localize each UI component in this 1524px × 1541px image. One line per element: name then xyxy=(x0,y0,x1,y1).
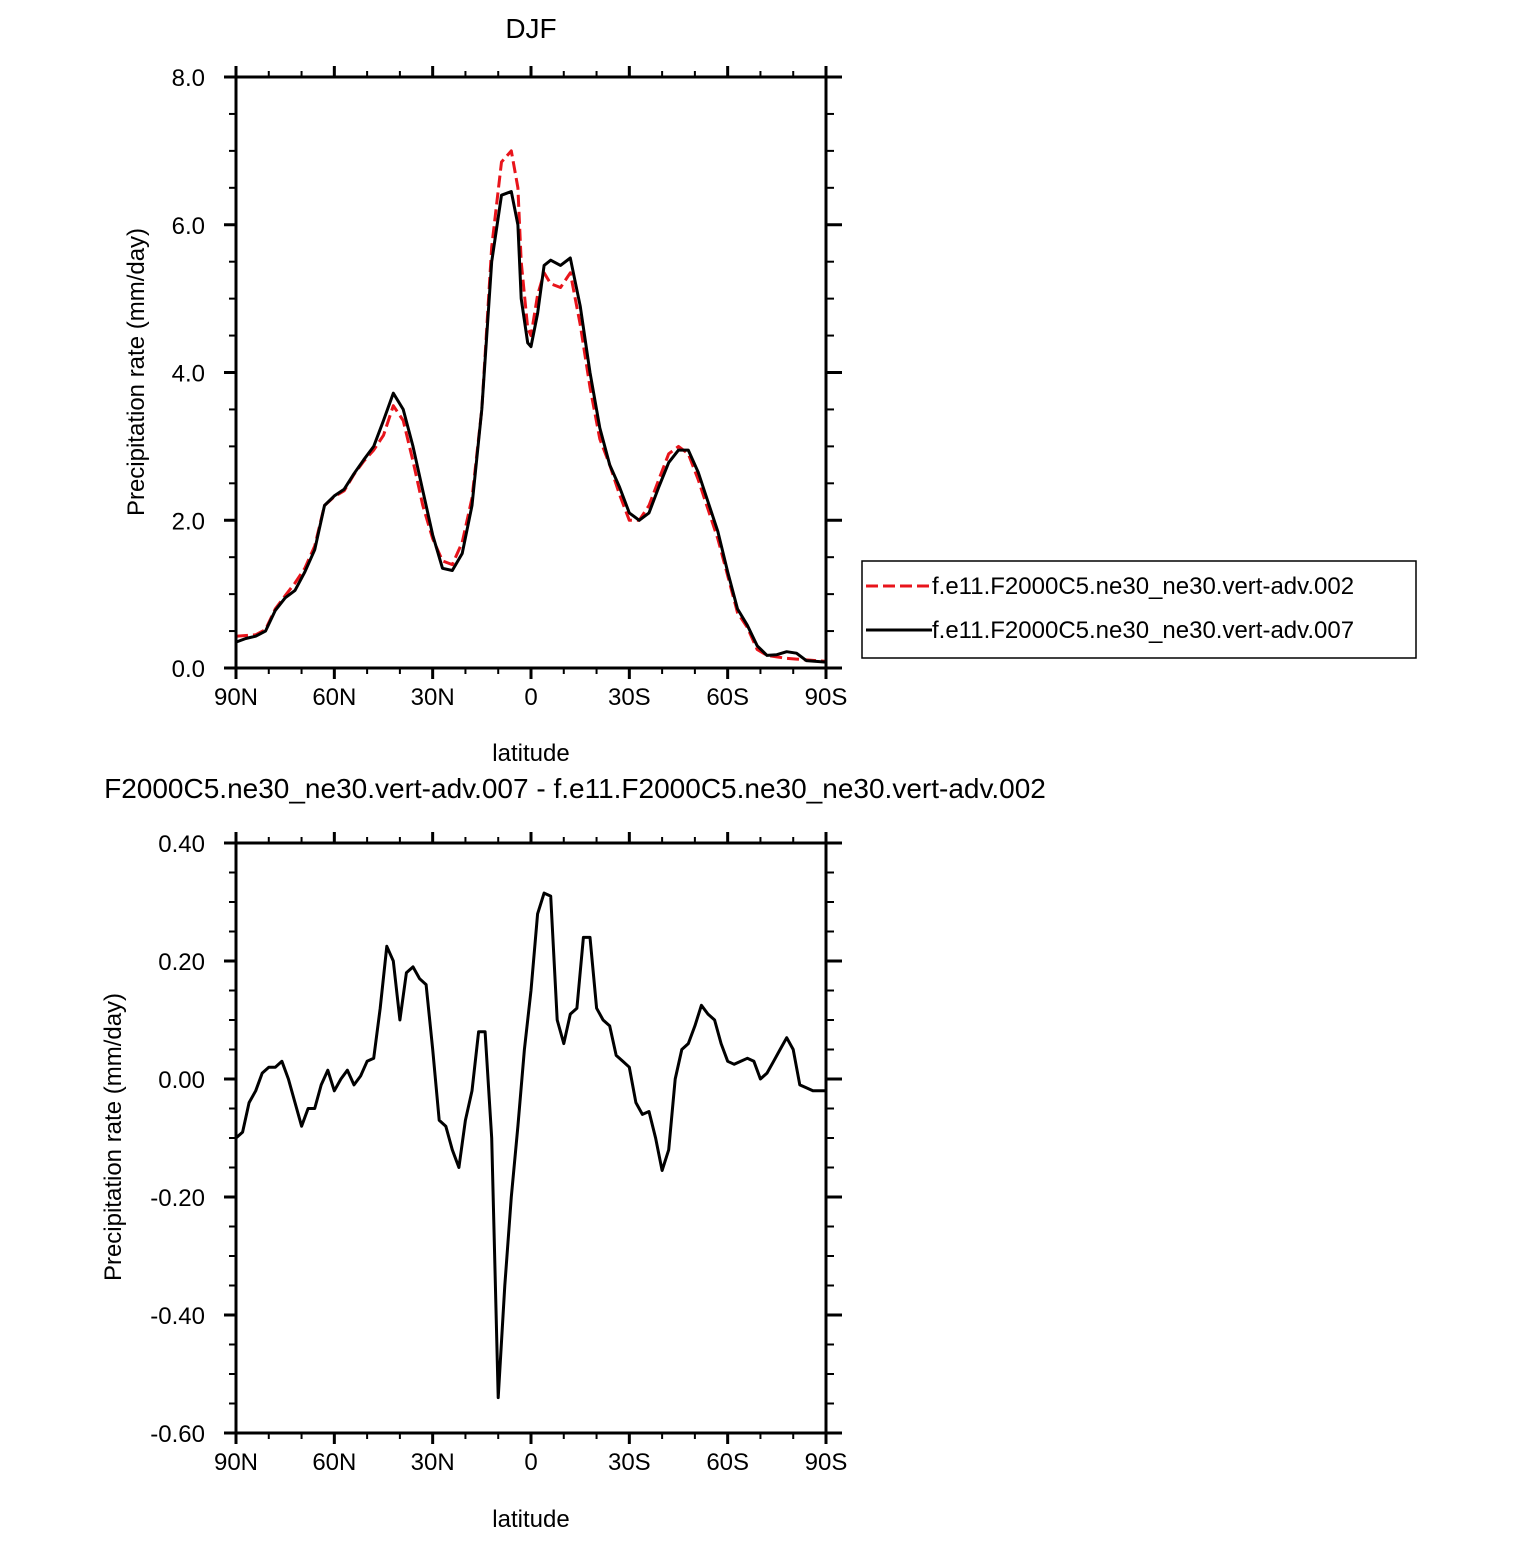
y-tick-label: 6.0 xyxy=(172,213,205,240)
x-tick-label: 90N xyxy=(214,684,258,711)
x-tick-label: 30S xyxy=(608,1449,651,1476)
y-tick-label: 0.00 xyxy=(158,1067,205,1094)
y-tick-label: 0.20 xyxy=(158,949,205,976)
y-tick-label: -0.20 xyxy=(150,1185,205,1212)
y-tick-label: 0.0 xyxy=(172,656,205,683)
x-tick-label: 30S xyxy=(608,684,651,711)
top-chart-y-axis-label: Precipitation rate (mm/day) xyxy=(123,228,150,516)
x-tick-label: 60S xyxy=(706,684,749,711)
bottom-chart-title: F2000C5.ne30_ne30.vert-adv.007 - f.e11.F… xyxy=(104,773,1046,804)
y-tick-label: 4.0 xyxy=(172,361,205,388)
bottom-chart-y-axis-label: Precipitation rate (mm/day) xyxy=(100,993,127,1281)
top-chart-plot-frame xyxy=(234,75,828,670)
x-tick-label: 0 xyxy=(524,684,537,711)
series-line-solid xyxy=(235,891,826,1400)
top-chart-x-axis-label: latitude xyxy=(492,740,569,767)
x-tick-label: 60N xyxy=(312,1449,356,1476)
y-tick-label: 8.0 xyxy=(172,65,205,92)
x-tick-label: 30N xyxy=(411,1449,455,1476)
x-tick-label: 90N xyxy=(214,1449,258,1476)
x-tick-label: 90S xyxy=(805,1449,848,1476)
y-tick-label: 0.40 xyxy=(158,831,205,858)
top-chart: DJF Precipitation rate (mm/day) latitude… xyxy=(123,13,1417,767)
top-chart-title: DJF xyxy=(505,13,556,44)
bottom-chart-x-axis-label: latitude xyxy=(492,1506,569,1533)
x-tick-label: 60N xyxy=(312,684,356,711)
legend-box xyxy=(861,560,1417,659)
x-tick-label: 30N xyxy=(411,684,455,711)
top-chart-legend: f.e11.F2000C5.ne30_ne30.vert-adv.002 f.e… xyxy=(861,560,1417,659)
y-tick-label: -0.40 xyxy=(150,1303,205,1330)
y-tick-label: -0.60 xyxy=(150,1421,205,1448)
series-line-dashed xyxy=(235,149,827,663)
y-tick-label: 2.0 xyxy=(172,508,205,535)
bottom-chart-plot-frame xyxy=(234,841,828,1435)
x-tick-label: 60S xyxy=(706,1449,749,1476)
series-line-solid xyxy=(235,190,827,664)
legend-entry-label: f.e11.F2000C5.ne30_ne30.vert-adv.002 xyxy=(932,573,1354,600)
legend-entry-label: f.e11.F2000C5.ne30_ne30.vert-adv.007 xyxy=(932,617,1354,644)
x-tick-label: 0 xyxy=(524,1449,537,1476)
bottom-chart: F2000C5.ne30_ne30.vert-adv.007 - f.e11.F… xyxy=(100,773,1046,1533)
x-tick-label: 90S xyxy=(805,684,848,711)
